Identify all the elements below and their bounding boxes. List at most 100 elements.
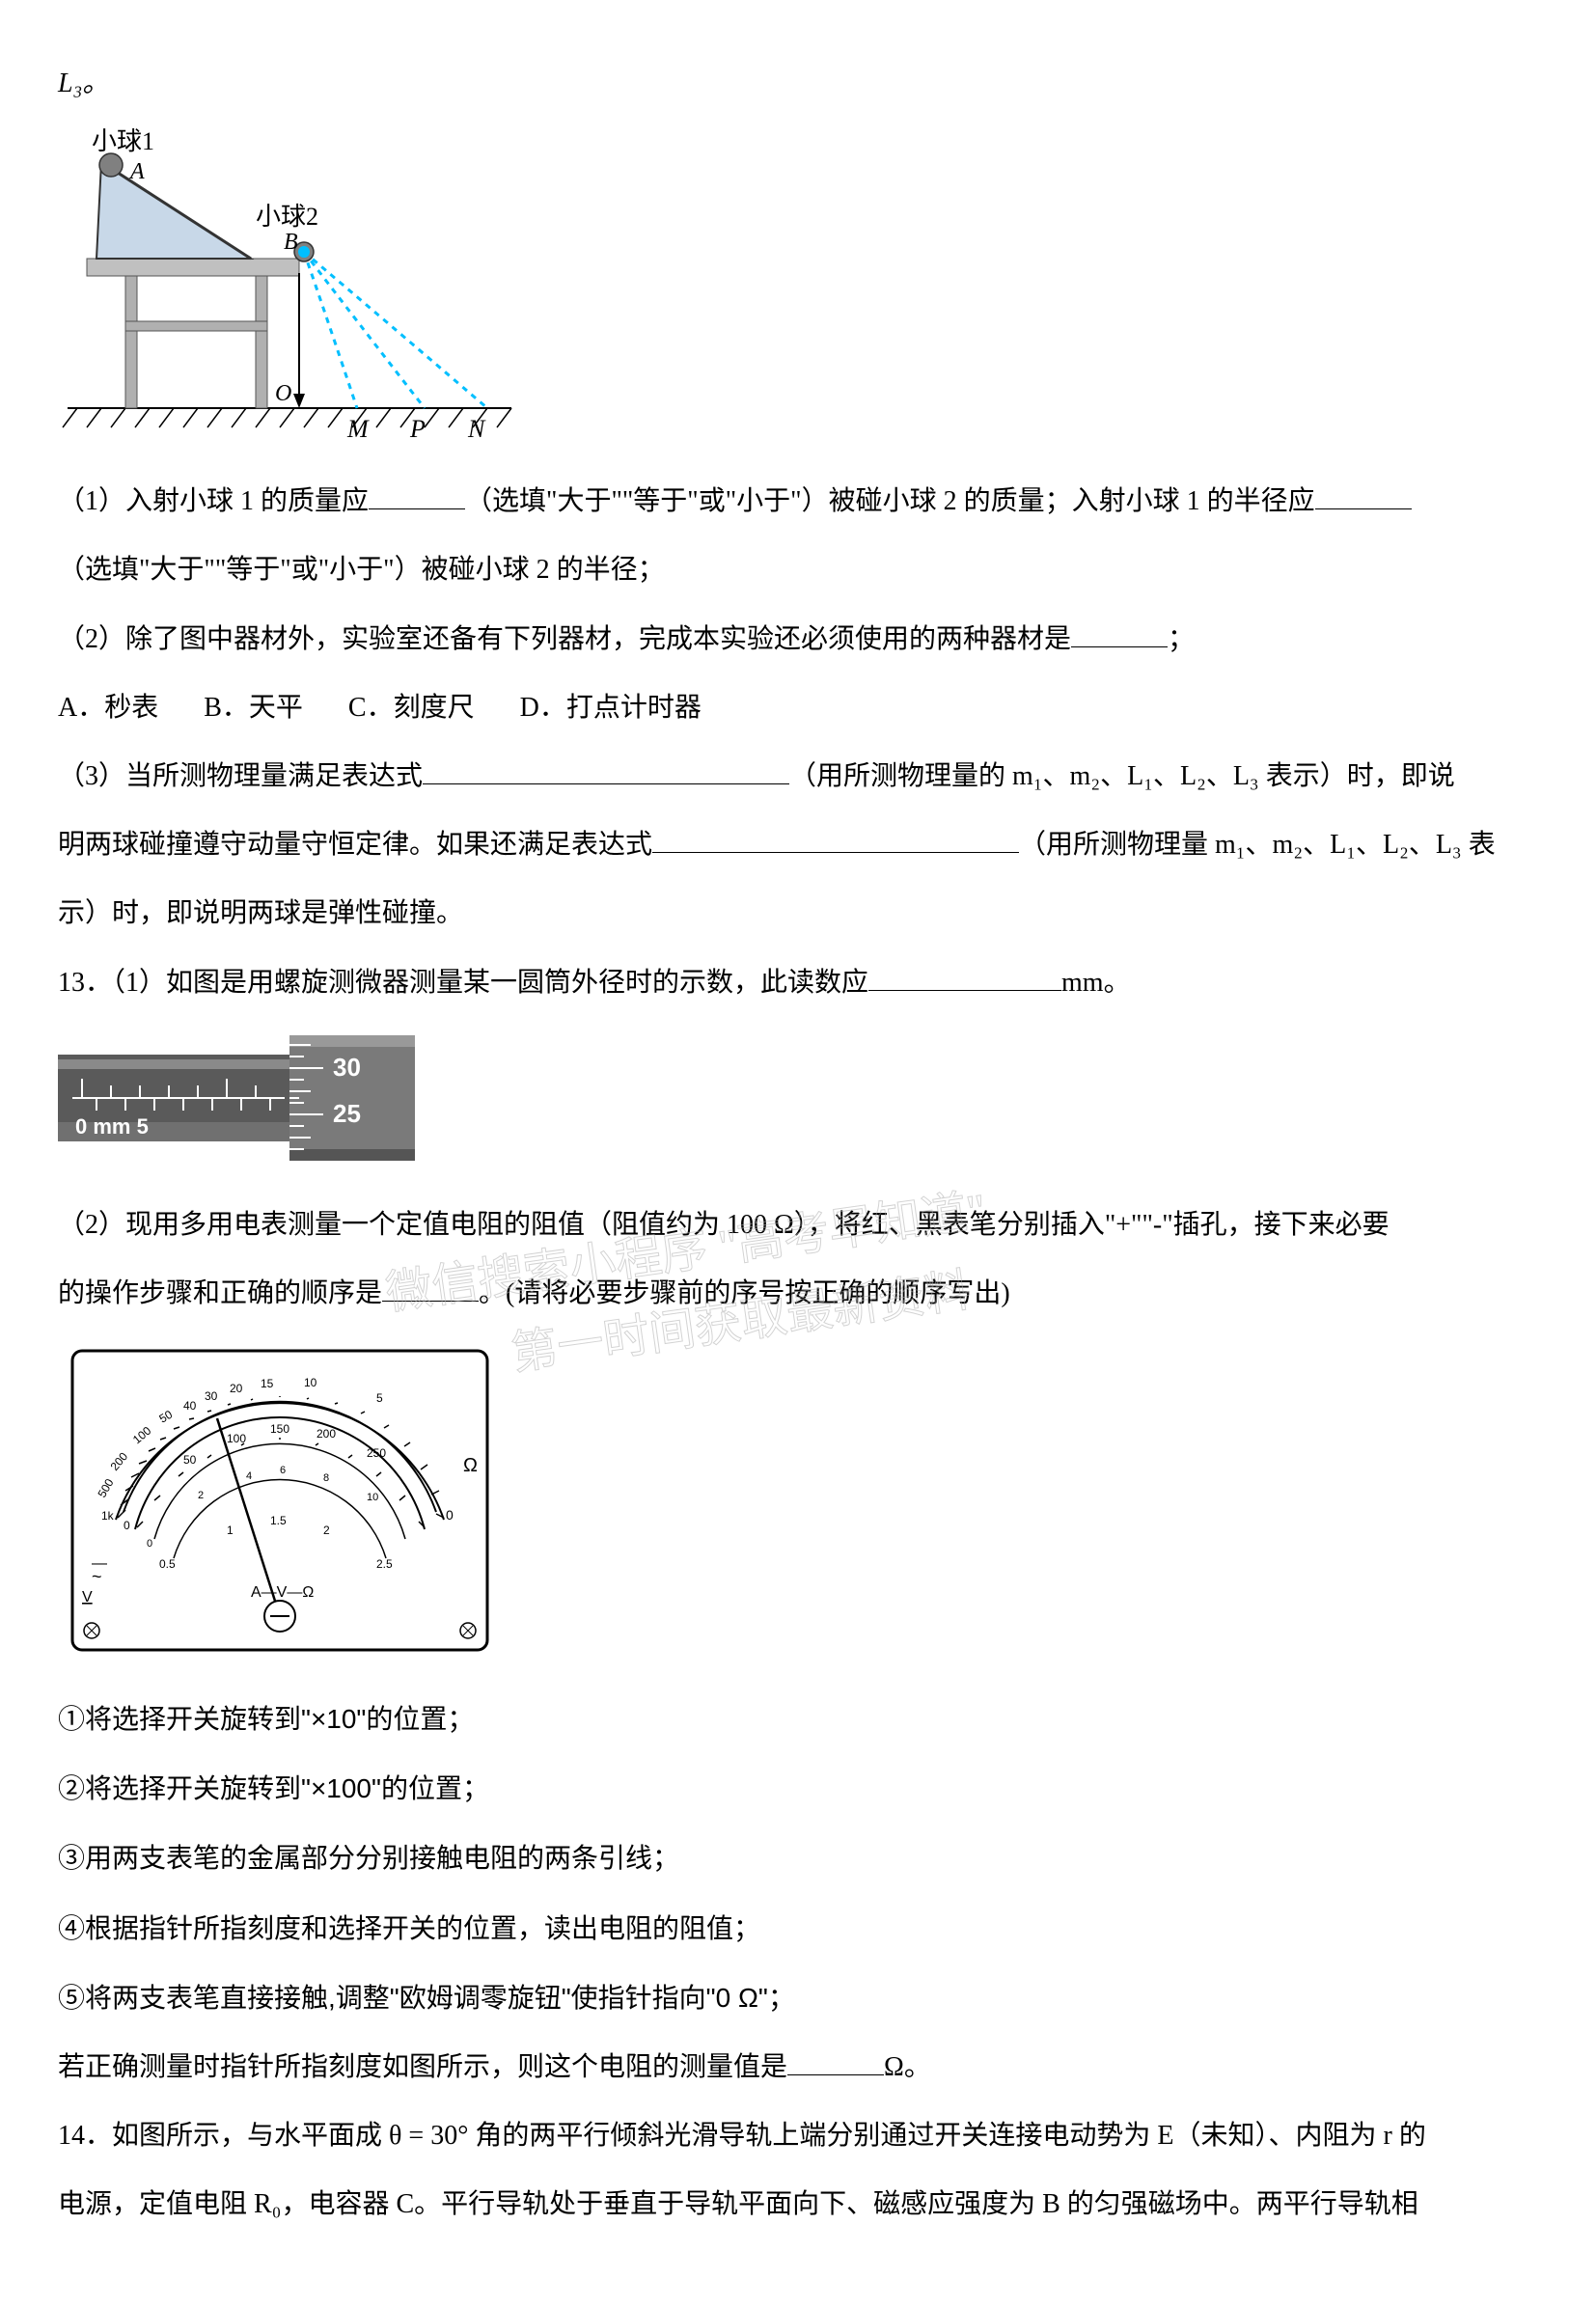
q1-p1a: （1）入射小球 1 的质量应 [58, 486, 369, 516]
svg-text:V: V [82, 1589, 93, 1606]
q13-p2b: 的操作步骤和正确的顺序是 [58, 1278, 382, 1308]
momentum-diagram: 小球1 A 小球2 B O M P N [58, 128, 521, 447]
svg-text:2: 2 [323, 1524, 330, 1537]
q1-p3d: （用所测物理量 m₁、m₂、L₁、L₂、L₃ 表 [1019, 830, 1496, 860]
svg-text:2.5: 2.5 [376, 1557, 393, 1571]
svg-text:—: — [92, 1555, 107, 1572]
s2: ②将选择开关旋转到"×100"的位置； [58, 1773, 489, 1803]
opt-d: D．打点计时器 [520, 693, 702, 723]
watermark: 微信搜索小程序 "高考早知道" 第一时间获取最新资料 [377, 1084, 1455, 1423]
step-3: ③用两支表笔的金属部分分别接触电阻的两条引线； [58, 1832, 1538, 1884]
s4: ④根据指针所指刻度和选择开关的位置，读出电阻的阻值； [58, 1913, 760, 1943]
svg-text:0.5: 0.5 [159, 1557, 176, 1571]
svg-text:50: 50 [183, 1453, 197, 1467]
blank-tools [1071, 620, 1168, 647]
q1-part1-line2: （选填"大于""等于"或"小于"）被碰小球 2 的半径； [58, 544, 1538, 595]
svg-text:25: 25 [333, 1099, 361, 1128]
q1-p3c: 明两球碰撞遵守动量守恒定律。如果还满足表达式 [58, 830, 652, 860]
step-5: ⑤将两支表笔直接接触,调整"欧姆调零旋钮"使指针指向"0 Ω"； [58, 1972, 1538, 2024]
svg-text:0: 0 [124, 1519, 130, 1532]
svg-text:A: A [128, 159, 145, 184]
q13-p2-l1: （2）现用多用电表测量一个定值电阻的阻值（阻值约为 100 Ω），将红、黑表笔分… [58, 1199, 1538, 1250]
svg-text:30: 30 [205, 1389, 218, 1403]
svg-text:小球1: 小球1 [92, 128, 154, 155]
result-line: 若正确测量时指针所指刻度如图所示，则这个电阻的测量值是 Ω。 [58, 2042, 1538, 2093]
q1-part3-line2: 明两球碰撞遵守动量守恒定律。如果还满足表达式 （用所测物理量 m₁、m₂、L₁、L… [58, 819, 1538, 870]
q1-part1-line1: （1）入射小球 1 的质量应 （选填"大于""等于"或"小于"）被碰小球 2 的质… [58, 476, 1538, 527]
blank-mass [369, 482, 465, 509]
q1-p3b: （用所测物理量的 m₁、m₂、L₁、L₂、L₃ 表示）时，即说 [789, 761, 1455, 791]
svg-text:O: O [275, 381, 291, 406]
svg-text:200: 200 [316, 1427, 336, 1441]
svg-text:10: 10 [367, 1492, 378, 1503]
svg-text:15: 15 [261, 1377, 274, 1390]
q1-p1b: （选填"大于""等于"或"小于"）被碰小球 2 的质量；入射小球 1 的半径应 [465, 486, 1315, 516]
svg-text:30: 30 [333, 1053, 361, 1082]
svg-text:6: 6 [280, 1465, 286, 1476]
s5: ⑤将两支表笔直接接触,调整"欧姆调零旋钮"使指针指向"0 Ω"； [58, 1983, 795, 2013]
res-a: 若正确测量时指针所指刻度如图所示，则这个电阻的测量值是 [58, 2052, 787, 2082]
step-2: ②将选择开关旋转到"×100"的位置； [58, 1763, 1538, 1815]
q1-p2b: ； [1168, 624, 1195, 654]
svg-text:小球2: 小球2 [256, 203, 318, 231]
q13-p2c: 。(请将必要步骤前的序号按正确的顺序写出) [479, 1278, 1010, 1308]
q1-options: A．秒表 B．天平 C．刻度尺 D．打点计时器 [58, 682, 1538, 733]
svg-text:N: N [467, 415, 486, 443]
q13-ia: 13．（1）如图是用螺旋测微器测量某一圆筒外径时的示数，此读数应 [58, 968, 868, 998]
svg-text:10: 10 [304, 1376, 317, 1389]
header-l3: L₃。 [58, 58, 1538, 109]
svg-text:1: 1 [227, 1524, 234, 1537]
multimeter-figure: 1k 500 200 100 50 40 30 20 15 10 5 0 Ω 0… [58, 1336, 502, 1664]
q1-p3a: （3）当所测物理量满足表达式 [58, 761, 423, 791]
blank-ohm [787, 2048, 884, 2075]
svg-text:20: 20 [230, 1382, 243, 1395]
q14a: 14．如图所示，与水平面成 θ = 30° 角的两平行倾斜光滑导轨上端分别通过开… [58, 2121, 1426, 2151]
micrometer-figure: 0 mm 5 30 25 [58, 1026, 425, 1170]
svg-text:40: 40 [183, 1399, 197, 1413]
q1-p3e: 示）时，即说明两球是弹性碰撞。 [58, 898, 463, 928]
svg-text:100: 100 [227, 1432, 246, 1445]
svg-text:250: 250 [367, 1446, 386, 1460]
svg-text:0 mm 5: 0 mm 5 [75, 1114, 149, 1139]
q13-p2a: （2）现用多用电表测量一个定值电阻的阻值（阻值约为 100 Ω），将红、黑表笔分… [58, 1210, 1390, 1240]
svg-text:2: 2 [198, 1490, 204, 1501]
s1: ①将选择开关旋转到"×10"的位置； [58, 1704, 474, 1734]
res-b: Ω。 [884, 2052, 931, 2082]
blank-expr2 [652, 826, 1019, 853]
svg-text:1k: 1k [101, 1509, 115, 1523]
opt-c: C．刻度尺 [348, 693, 475, 723]
blank-steps [382, 1275, 479, 1302]
q14-l1: 14．如图所示，与水平面成 θ = 30° 角的两平行倾斜光滑导轨上端分别通过开… [58, 2110, 1538, 2161]
blank-expr1 [423, 757, 789, 784]
q1-part3-line3: 示）时，即说明两球是弹性碰撞。 [58, 888, 1538, 939]
svg-text:150: 150 [270, 1422, 289, 1436]
q14b: 电源，定值电阻 R₀，电容器 C。平行导轨处于垂直于导轨平面向下、磁感应强度为 … [58, 2189, 1418, 2219]
svg-text:5: 5 [376, 1391, 383, 1405]
l3-text: L₃。 [58, 69, 109, 98]
svg-text:0: 0 [446, 1507, 454, 1523]
opt-a: A．秒表 [58, 693, 158, 723]
blank-radius [1315, 482, 1412, 509]
q13-ib: mm。 [1061, 968, 1131, 998]
opt-b: B．天平 [204, 693, 303, 723]
blank-mm [868, 964, 1061, 991]
svg-text:4: 4 [246, 1470, 252, 1482]
step-1: ①将选择开关旋转到"×10"的位置； [58, 1693, 1538, 1745]
svg-text:1.5: 1.5 [270, 1514, 287, 1527]
q13-intro: 13．（1）如图是用螺旋测微器测量某一圆筒外径时的示数，此读数应 mm。 [58, 957, 1538, 1008]
q1-part3-line1: （3）当所测物理量满足表达式 （用所测物理量的 m₁、m₂、L₁、L₂、L₃ 表示… [58, 751, 1538, 802]
step-4: ④根据指针所指刻度和选择开关的位置，读出电阻的阻值； [58, 1903, 1538, 1955]
svg-text:0: 0 [147, 1538, 152, 1550]
svg-text:8: 8 [323, 1472, 329, 1484]
q1-p1c: （选填"大于""等于"或"小于"）被碰小球 2 的半径； [58, 555, 665, 585]
s3: ③用两支表笔的金属部分分别接触电阻的两条引线； [58, 1843, 679, 1873]
q1-p2a: （2）除了图中器材外，实验室还备有下列器材，完成本实验还必须使用的两种器材是 [58, 624, 1071, 654]
svg-text:Ω: Ω [463, 1455, 478, 1476]
svg-text:P: P [409, 415, 426, 443]
q14-l2: 电源，定值电阻 R₀，电容器 C。平行导轨处于垂直于导轨平面向下、磁感应强度为 … [58, 2179, 1538, 2230]
q1-part2: （2）除了图中器材外，实验室还备有下列器材，完成本实验还必须使用的两种器材是 ； [58, 614, 1538, 665]
svg-text:B: B [284, 230, 298, 255]
q13-p2-l2: 的操作步骤和正确的顺序是 。(请将必要步骤前的序号按正确的顺序写出) [58, 1268, 1538, 1319]
svg-text:M: M [346, 415, 370, 443]
svg-text:A—V—Ω: A—V—Ω [251, 1584, 314, 1601]
